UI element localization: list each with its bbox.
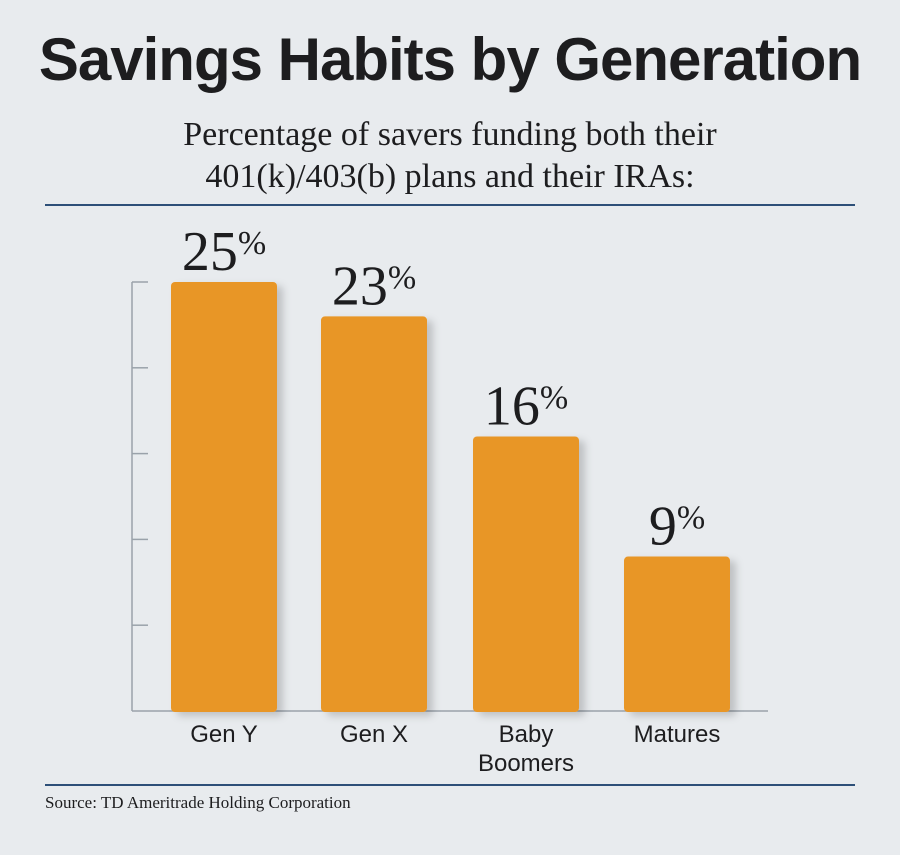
bar	[624, 556, 730, 712]
value-label: 23%	[332, 255, 416, 317]
chart-subtitle: Percentage of savers funding both their …	[0, 114, 900, 198]
top-divider	[45, 204, 855, 206]
bottom-divider	[45, 784, 855, 786]
category-label: Gen Y	[190, 721, 258, 748]
value-label: 25%	[182, 221, 266, 283]
category-label: Matures	[634, 721, 721, 748]
bar	[171, 282, 277, 712]
subtitle-line-1: Percentage of savers funding both their	[183, 116, 717, 153]
bar	[473, 436, 579, 712]
source-note: Source: TD Ameritrade Holding Corporatio…	[45, 793, 351, 812]
subtitle-line-2: 401(k)/403(b) plans and their IRAs:	[205, 158, 695, 195]
category-label: Gen X	[340, 721, 408, 748]
value-label: 16%	[484, 375, 568, 437]
chart-title: Savings Habits by Generation	[38, 26, 862, 93]
value-label: 9%	[649, 496, 705, 558]
category-label: Baby Boomers	[478, 721, 574, 777]
bar	[321, 316, 427, 712]
